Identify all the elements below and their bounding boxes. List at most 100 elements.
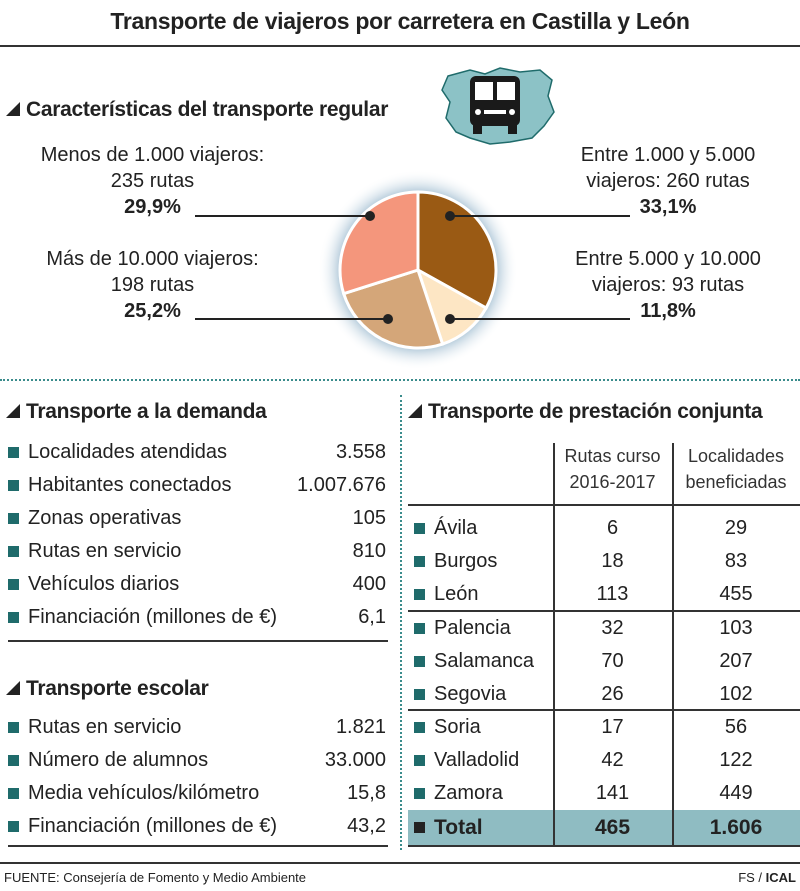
table-row: Salamanca 70 207 <box>408 645 800 678</box>
column-rule <box>553 443 555 846</box>
label-pct: 33,1% <box>639 196 697 218</box>
column-separator <box>400 395 402 850</box>
province-name: Soria <box>434 716 481 738</box>
credit-agency: ICAL <box>765 870 796 885</box>
list-item: Rutas en servicio 1.821 <box>8 711 386 744</box>
table-bottom-rule <box>408 845 800 847</box>
bullet-icon <box>8 579 19 590</box>
label-line: viajeros: 260 rutas <box>586 170 750 192</box>
label-mas-10000: Más de 10.000 viajeros: 198 rutas 25,2% <box>20 246 285 324</box>
item-value: 1.821 <box>335 716 386 738</box>
localidades-value: 207 <box>719 650 753 672</box>
bullet-icon <box>414 589 425 600</box>
item-name: Financiación (millones de €) <box>28 815 278 837</box>
page-title: Transporte de viajeros por carretera en … <box>110 8 690 34</box>
pie-slice <box>416 190 498 311</box>
list-item: Localidades atendidas 3.558 <box>8 436 386 469</box>
province-name: Ávila <box>434 517 478 539</box>
rutas-value: 17 <box>601 716 624 738</box>
bullet-icon <box>414 689 425 700</box>
leader-dot <box>445 211 455 221</box>
label-line: Entre 5.000 y 10.000 <box>575 248 761 270</box>
province-name: Burgos <box>434 550 498 572</box>
item-value: 810 <box>352 540 386 562</box>
bullet-icon <box>8 821 19 832</box>
rutas-value: 42 <box>601 749 624 771</box>
label-line: Entre 1.000 y 5.000 <box>580 144 756 166</box>
pie-slice <box>341 268 445 350</box>
localidades-value: 29 <box>724 517 748 539</box>
province-name: Palencia <box>434 617 511 639</box>
section-separator <box>0 379 800 381</box>
list-item: Habitantes conectados 1.007.676 <box>8 469 386 502</box>
bullet-icon <box>8 480 19 491</box>
footer-source: FUENTE: Consejería de Fomento y Medio Am… <box>4 870 307 885</box>
item-name: Rutas en servicio <box>28 540 182 562</box>
table-row: Palencia 32 103 <box>408 612 800 645</box>
province-name: Salamanca <box>434 650 535 672</box>
province-name: Valladolid <box>434 749 520 771</box>
localidades-value: 103 <box>719 617 753 639</box>
table-row: León 113 455 <box>408 578 800 611</box>
group-rule <box>408 709 800 711</box>
item-value: 400 <box>352 573 386 595</box>
list-item: Financiación (millones de €) 6,1 <box>8 601 386 634</box>
column-header-rutas: Rutas curso 2016-2017 <box>553 443 672 495</box>
bullet-icon <box>414 656 425 667</box>
heading-text: Transporte de prestación conjunta <box>428 400 763 423</box>
label-5000-10000: Entre 5.000 y 10.000 viajeros: 93 rutas … <box>548 246 788 324</box>
triangle-icon <box>6 102 20 116</box>
rutas-value: 18 <box>601 550 624 572</box>
bullet-icon <box>414 755 425 766</box>
province-name: Segovia <box>434 683 507 705</box>
table-row: Segovia 26 102 <box>408 678 800 711</box>
leader-lines <box>195 211 630 324</box>
item-name: Financiación (millones de €) <box>28 606 278 628</box>
header-line: Rutas curso <box>564 446 661 466</box>
section-heading-escolar: Transporte escolar <box>6 677 209 701</box>
item-value: 105 <box>352 507 386 529</box>
bullet-icon <box>8 788 19 799</box>
list-item: Número de alumnos 33.000 <box>8 744 386 777</box>
item-name: Vehículos diarios <box>28 573 180 595</box>
column-rule <box>672 443 674 846</box>
rutas-value: 141 <box>595 782 630 804</box>
label-pct: 25,2% <box>124 300 181 322</box>
triangle-icon <box>6 404 20 418</box>
item-name: Zonas operativas <box>28 507 182 529</box>
item-value: 33.000 <box>324 749 386 771</box>
heading-text: Transporte a la demanda <box>26 400 267 423</box>
item-value: 15,8 <box>347 782 386 804</box>
list-item: Financiación (millones de €) 43,2 <box>8 810 386 843</box>
leader-dot <box>445 314 455 324</box>
table-row: Ávila 6 29 <box>408 512 800 545</box>
bullet-icon <box>414 523 425 534</box>
label-line: Más de 10.000 viajeros: <box>46 248 259 270</box>
bullet-icon <box>414 722 425 733</box>
heading-text: Transporte escolar <box>26 677 209 700</box>
footer-credit: FS / ICAL <box>738 870 796 885</box>
bullet-icon <box>414 788 425 799</box>
list-item: Media vehículos/kilómetro 15,8 <box>8 777 386 810</box>
bullet-icon <box>8 546 19 557</box>
item-value: 1.007.676 <box>297 474 386 496</box>
section-heading-demanda: Transporte a la demanda <box>6 400 267 424</box>
item-value: 3.558 <box>335 441 386 463</box>
divider <box>8 640 388 642</box>
section-heading-regular: Características del transporte regular <box>6 98 388 122</box>
label-pct: 29,9% <box>124 196 181 218</box>
pie-slice <box>338 190 420 296</box>
list-item: Zonas operativas 105 <box>8 502 386 535</box>
triangle-icon <box>408 404 422 418</box>
bullet-icon <box>8 513 19 524</box>
bullet-icon <box>414 623 425 634</box>
bullet-icon <box>414 556 425 567</box>
item-value: 43,2 <box>347 815 386 837</box>
label-menos-1000: Menos de 1.000 viajeros: 235 rutas 29,9% <box>20 142 285 220</box>
item-name: Localidades atendidas <box>28 441 228 463</box>
label-line: viajeros: 93 rutas <box>591 274 745 296</box>
table-row: Zamora 141 449 <box>408 777 800 810</box>
table-row: Burgos 18 83 <box>408 545 800 578</box>
rutas-value: 6 <box>606 517 619 539</box>
footer-rule <box>0 862 800 864</box>
